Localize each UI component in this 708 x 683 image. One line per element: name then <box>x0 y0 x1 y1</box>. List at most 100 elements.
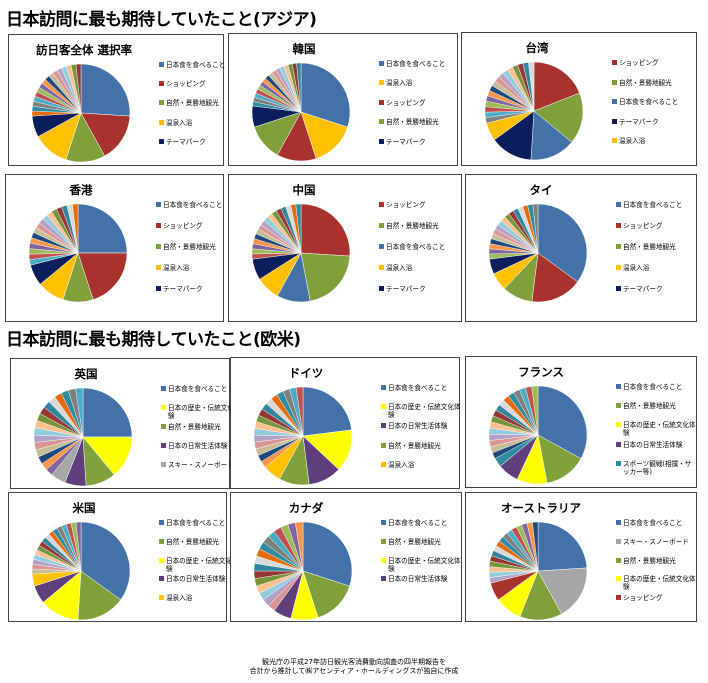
legend-item-japanese-food: 日本食を食べること <box>381 384 461 392</box>
legend-swatch <box>379 265 384 270</box>
legend-item-shopping: ショッピング <box>379 201 459 209</box>
legend-swatch <box>156 265 161 270</box>
legend-label: 自然・景勝地観光 <box>388 441 441 450</box>
legend-item-daily-life: 日本の日常生活体験 <box>161 442 241 450</box>
pie-chart <box>251 203 351 303</box>
legend-item-nature-scenery: 自然・景勝地観光 <box>381 442 461 450</box>
legend-swatch <box>612 99 617 105</box>
legend-item-hot-spring: 温泉入浴 <box>612 137 692 145</box>
legend-item-history-culture: 日本の歴史・伝統文化体験 <box>159 557 239 573</box>
legend-label: 日本食を食べること <box>386 60 446 68</box>
legend-item-shopping: ショッピング <box>159 80 239 88</box>
legend-label: 日本の日常生活体験 <box>168 442 228 450</box>
legend-swatch <box>159 595 164 601</box>
legend-swatch <box>381 385 386 390</box>
west-section-title: 日本訪問に最も期待していたこと(欧米) <box>6 330 301 350</box>
pie-slice-shopping <box>533 61 580 112</box>
pie-panel-china: 中国 ショッピング 自然・景勝地観光 日本食を食べること 温泉入浴 テーマパーク <box>228 174 462 322</box>
legend-item-daily-life: 日本の日常生活体験 <box>159 575 239 583</box>
pie-slice-other-segment <box>295 386 304 437</box>
pie-slice-shopping <box>531 252 578 303</box>
pie-slice-nature-scenery <box>533 92 584 143</box>
legend-label: 自然・景勝地観光 <box>166 537 219 546</box>
pie-panel-australia: オーストラリア 日本食を食べること スキー・スノーボード 自然・景勝地観光 日本の歴史・… <box>465 492 697 622</box>
pie-slice-shopping <box>80 112 131 157</box>
legend-item-hot-spring: 温泉入浴 <box>159 594 239 602</box>
legend-label: 日本の歴史・伝統文化体験 <box>388 403 461 420</box>
legend-swatch <box>381 576 386 582</box>
legend-label: ショッピング <box>386 98 426 107</box>
legend-label: 自然・景勝地観光 <box>623 402 676 411</box>
legend-swatch <box>616 422 621 428</box>
chart-title: カナダ <box>288 501 324 515</box>
legend-label: 日本の日常生活体験 <box>388 422 448 431</box>
legend-label: 温泉入浴 <box>163 264 190 272</box>
legend-label: ショッピング <box>623 222 663 230</box>
legend-item-history-culture: 日本の歴史・伝統文化体験 <box>616 421 696 437</box>
legend-label: 自然・景勝地観光 <box>386 222 439 230</box>
legend-item-shopping: ショッピング <box>379 99 459 107</box>
legend-label: 日本食を食べること <box>163 201 223 209</box>
legend-item-japanese-food: 日本食を食べること <box>156 201 236 209</box>
legend-swatch <box>616 576 621 582</box>
pie-slice-other-segment <box>75 387 84 438</box>
legend-item-history-culture: 日本の歴史・伝統文化体験 <box>161 404 241 420</box>
legend-label: スポーツ観戦(相撲・サッカー等) <box>623 459 692 476</box>
pie-slice-other-segment <box>72 203 79 254</box>
legend-swatch <box>381 442 386 448</box>
legend-label: 日本の日常生活体験 <box>623 440 683 449</box>
legend-swatch <box>156 202 161 207</box>
legend-label: 自然・景勝地観光 <box>619 78 672 87</box>
legend-item-japanese-food: 日本食を食べること <box>616 519 696 527</box>
legend-item-nature-scenery: 自然・景勝地観光 <box>616 557 696 565</box>
legend-swatch <box>161 443 166 448</box>
legend-swatch <box>381 557 386 563</box>
legend-swatch <box>159 520 164 525</box>
legend-item-shopping: ショッピング <box>616 222 696 230</box>
pie-panel-france: フランス 日本食を食べること 自然・景勝地観光 日本の歴史・伝統文化体験 日本の日常生活… <box>465 356 697 488</box>
legend-item-nature-scenery: 自然・景勝地観光 <box>161 423 241 431</box>
legend-item-japanese-food: 日本食を食べること <box>616 383 696 391</box>
legend-swatch <box>159 100 164 106</box>
legend-swatch <box>156 244 161 249</box>
legend-item-hot-spring: 温泉入浴 <box>379 264 459 272</box>
legend-swatch <box>616 557 621 563</box>
chart-title: 英国 <box>74 367 98 381</box>
legend-swatch <box>616 286 621 291</box>
chart-title: オーストラリア <box>501 501 581 515</box>
legend-swatch <box>612 79 617 85</box>
legend-swatch <box>616 384 621 389</box>
legend-swatch <box>381 404 386 410</box>
chart-title: 中国 <box>292 183 316 197</box>
legend-swatch <box>159 138 164 144</box>
legend-swatch <box>159 576 164 582</box>
pie-slice-other-segment <box>75 63 82 114</box>
source-note: 観光庁の平成27年訪日観光客消費動向調査の四半期報告を 合計から推計して㈱アセン… <box>0 658 708 676</box>
legend-item-hot-spring: 温泉入浴 <box>156 264 236 272</box>
pie-panel-canada: カナダ 日本食を食べること 自然・景勝地観光 日本の歴史・伝統文化体験 日本の日常生活体… <box>230 492 462 622</box>
pie-slice-other-segment <box>296 62 302 113</box>
pie-chart <box>253 521 353 621</box>
legend-label: 日本の日常生活体験 <box>166 575 226 584</box>
legend-item-hot-spring: 温泉入浴 <box>379 79 459 87</box>
legend-label: ショッピング <box>386 201 426 209</box>
legend-item-nature-scenery: 自然・景勝地観光 <box>616 243 696 251</box>
legend-label: 日本食を食べること <box>168 385 228 393</box>
legend-label: 日本の日常生活体験 <box>388 575 448 584</box>
pie-slice-other-segment <box>295 203 302 254</box>
chart-title: 台湾 <box>525 41 549 55</box>
legend-swatch <box>616 595 621 601</box>
legend-swatch <box>379 119 384 125</box>
legend-label: 温泉入浴 <box>166 594 193 603</box>
legend-label: テーマパーク <box>163 285 203 293</box>
pie-slice-shopping <box>77 252 128 300</box>
legend-item-shopping: ショッピング <box>616 594 696 602</box>
legend-label: 日本食を食べること <box>388 384 448 392</box>
legend-label: ショッピング <box>166 80 206 89</box>
pie-panel-usa: 米国 日本食を食べること 自然・景勝地観光 日本の歴史・伝統文化体験 日本の日常生活体験… <box>8 492 239 622</box>
legend-item-nature-scenery: 自然・景勝地観光 <box>379 118 459 126</box>
legend-label: 温泉入浴 <box>623 264 650 272</box>
legend-item-daily-life: 日本の日常生活体験 <box>381 575 461 583</box>
legend-swatch <box>616 403 621 409</box>
legend-label: 日本の歴史・伝統文化体験 <box>623 421 696 438</box>
